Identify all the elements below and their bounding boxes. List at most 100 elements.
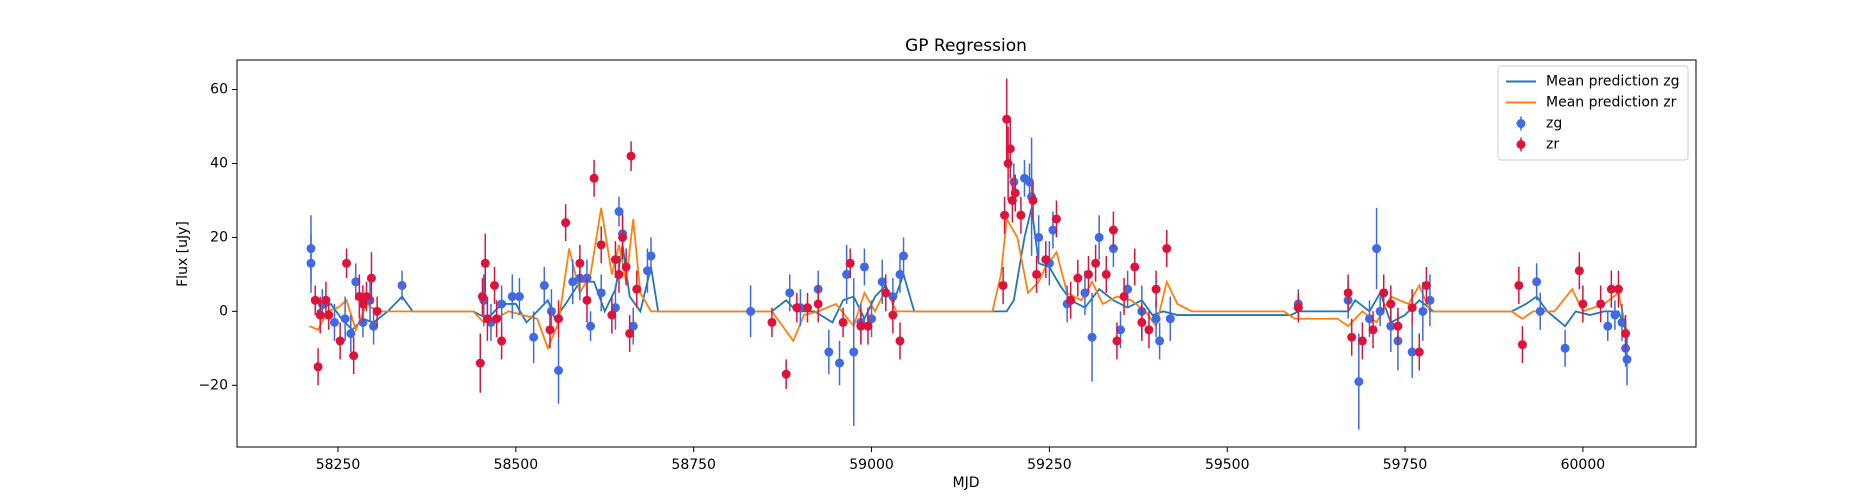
- data-point: [1407, 303, 1417, 313]
- data-point: [1123, 284, 1133, 294]
- data-point: [842, 269, 852, 279]
- x-axis-label: MJD: [953, 475, 980, 491]
- data-point: [1048, 225, 1058, 235]
- data-point: [1066, 295, 1076, 305]
- data-point: [539, 280, 549, 290]
- data-point: [507, 292, 517, 302]
- data-point: [1051, 214, 1061, 224]
- data-point: [1073, 273, 1083, 283]
- data-point: [845, 258, 855, 268]
- data-point: [1000, 210, 1010, 220]
- data-point: [1517, 340, 1527, 350]
- data-point: [1119, 292, 1129, 302]
- data-point: [1425, 295, 1435, 305]
- data-point: [838, 317, 848, 327]
- data-point: [586, 321, 596, 331]
- data-point: [346, 329, 356, 339]
- data-point: [497, 336, 507, 346]
- data-point: [1343, 288, 1353, 298]
- y-tick-label: −20: [198, 377, 228, 393]
- data-point: [881, 288, 891, 298]
- data-point: [621, 262, 631, 272]
- chart-title: GP Regression: [905, 36, 1027, 56]
- data-point: [781, 369, 791, 379]
- data-point: [859, 262, 869, 272]
- data-point: [1603, 321, 1613, 331]
- data-point: [610, 255, 620, 265]
- data-point: [329, 317, 339, 327]
- data-point: [1165, 314, 1175, 324]
- mean-line: [316, 207, 1627, 332]
- data-point: [1578, 299, 1588, 309]
- data-point: [767, 317, 777, 327]
- data-point: [1560, 343, 1570, 353]
- data-point: [803, 303, 813, 313]
- data-point: [1535, 306, 1545, 316]
- data-point: [324, 310, 334, 320]
- data-point: [1091, 258, 1101, 268]
- legend-swatch: [1516, 119, 1526, 128]
- data-point: [372, 306, 382, 316]
- data-point: [554, 365, 564, 375]
- data-point: [1101, 269, 1111, 279]
- data-point: [1621, 329, 1631, 339]
- data-point: [849, 347, 859, 357]
- data-point: [1155, 336, 1165, 346]
- y-tick-label: 60: [210, 82, 228, 98]
- x-tick-label: 60000: [1561, 457, 1606, 473]
- data-point: [1293, 303, 1303, 313]
- data-point: [366, 273, 376, 283]
- data-point: [1347, 332, 1357, 342]
- data-point: [477, 292, 487, 302]
- data-point: [1421, 280, 1431, 290]
- data-point: [1028, 195, 1038, 205]
- data-point: [628, 321, 638, 331]
- data-point: [899, 251, 909, 261]
- data-point: [1003, 158, 1013, 168]
- data-point: [1087, 332, 1097, 342]
- data-point: [824, 347, 834, 357]
- plot-frame: [236, 59, 1697, 448]
- data-point: [354, 292, 364, 302]
- data-point: [315, 310, 325, 320]
- data-point: [1606, 284, 1616, 294]
- data-point: [1386, 299, 1396, 309]
- x-tick-label: 58250: [316, 457, 361, 473]
- data-point: [1094, 232, 1104, 242]
- x-tick-label: 59750: [1383, 457, 1428, 473]
- data-point: [589, 173, 599, 183]
- data-point: [545, 325, 555, 335]
- data-point: [1375, 306, 1385, 316]
- data-point: [888, 310, 898, 320]
- data-point: [342, 258, 352, 268]
- data-point: [514, 292, 524, 302]
- data-point: [482, 314, 492, 324]
- data-point: [1368, 325, 1378, 335]
- data-point: [614, 269, 624, 279]
- data-point: [310, 295, 320, 305]
- data-point: [596, 240, 606, 250]
- data-point: [1108, 225, 1118, 235]
- data-point: [1414, 347, 1424, 357]
- data-point: [546, 306, 556, 316]
- y-axis-label: Flux [uJy]: [175, 221, 191, 287]
- data-point: [1144, 325, 1154, 335]
- data-point: [835, 358, 845, 368]
- data-point: [1151, 284, 1161, 294]
- x-tick-label: 59000: [849, 457, 894, 473]
- data-point: [863, 321, 873, 331]
- data-point: [813, 299, 823, 309]
- legend-label: zg: [1546, 116, 1562, 132]
- data-point: [895, 336, 905, 346]
- data-point: [340, 314, 350, 324]
- data-point: [632, 284, 642, 294]
- legend-label: zr: [1546, 137, 1559, 153]
- data-point: [1034, 232, 1044, 242]
- data-point: [1574, 266, 1584, 276]
- data-point: [1009, 177, 1019, 187]
- data-point: [1116, 325, 1126, 335]
- data-point: [867, 314, 877, 324]
- data-point: [568, 277, 578, 287]
- data-point: [618, 232, 628, 242]
